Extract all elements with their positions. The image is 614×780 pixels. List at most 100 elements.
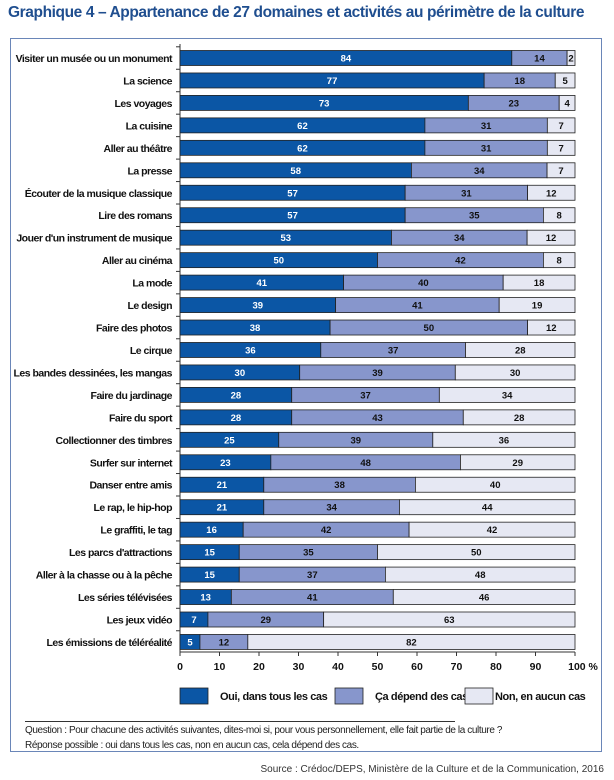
data-label: 19 [532,301,543,312]
data-label: 34 [454,233,465,244]
legend-label: Ça dépend des cas [375,691,468,703]
x-tick-label: 70 [451,661,463,673]
bar-segment [454,364,576,381]
x-tick-label: 80 [490,661,502,673]
category-label: Les bandes dessinées, les mangas [13,367,172,379]
category-label: La cuisine [126,120,173,132]
data-label: 21 [217,480,228,491]
bar-segment [408,521,576,538]
bar-segment [566,50,576,66]
data-label: 35 [303,548,314,559]
data-label: 41 [307,593,318,604]
data-label: 30 [235,368,246,379]
bar-segment [462,409,576,426]
data-label: 36 [245,345,256,356]
category-label: Aller à la chasse ou à la pêche [36,570,173,582]
answers-note: Réponse possible : oui dans tous les cas… [25,740,359,751]
bar-segment [546,117,576,134]
data-label: 14 [534,54,545,65]
data-label: 48 [475,570,486,581]
data-label: 82 [406,637,417,648]
legend-swatch [334,687,364,705]
data-label: 50 [424,323,435,334]
category-label: La science [123,75,172,87]
data-label: 57 [287,211,298,222]
category-label: Jouer d'un instrument de musique [16,233,172,245]
data-label: 40 [490,480,501,491]
data-label: 30 [510,368,521,379]
data-label: 18 [534,278,545,289]
data-label: 44 [482,503,493,514]
category-label: Lire des romans [98,210,172,222]
data-label: 12 [546,233,557,244]
category-label: Les parcs d'attractions [69,547,173,559]
data-label: 62 [297,121,308,132]
category-label: Les voyages [114,98,172,110]
x-tick-label: 30 [293,661,305,673]
x-tick-label: 20 [253,661,265,673]
data-label: 8 [557,256,562,267]
bar-segment [554,72,576,89]
bar-segment [432,431,576,448]
bar-segment [460,454,576,471]
data-label: 8 [557,211,562,222]
data-label: 15 [204,570,215,581]
bar-segment [247,634,576,650]
category-label: Faire du sport [109,412,173,424]
data-label: 12 [546,323,557,334]
divider [25,721,455,722]
bar-segment [323,611,576,628]
legend-swatch [464,687,494,705]
data-label: 34 [502,390,513,401]
data-label: 13 [200,593,211,604]
data-label: 34 [474,166,485,177]
data-label: 37 [307,570,318,581]
x-tick-label: 60 [411,661,423,673]
data-label: 38 [250,323,261,334]
category-label: Le graffiti, le tag [100,525,172,537]
data-label: 50 [471,548,482,559]
data-label: 63 [444,615,455,626]
category-label: Écouter de la musique classique [25,187,173,200]
category-label: La presse [127,165,172,177]
data-label: 39 [372,368,383,379]
category-label: Visiter un musée ou un monument [16,53,173,65]
data-label: 50 [273,256,284,267]
data-label: 39 [253,301,264,312]
bar-segment [392,589,576,605]
category-label: Les séries télévisées [78,592,173,604]
data-label: 34 [326,503,337,514]
category-label: Collectionner des timbres [56,435,173,447]
data-label: 7 [559,143,564,154]
data-label: 31 [481,121,492,132]
bar-segment [502,274,576,291]
data-label: 28 [515,345,526,356]
data-label: 37 [360,390,371,401]
bar-segment [546,162,576,179]
category-label: Faire du jardinage [91,390,173,402]
data-label: 18 [514,76,525,87]
data-label: 39 [350,435,361,446]
category-label: Le rap, le hip-hop [93,502,172,514]
x-tick-label: 40 [332,661,344,673]
data-label: 84 [341,54,352,65]
bar-segment [498,297,576,313]
bar-segment [527,184,576,201]
bar-segment [543,252,576,269]
bar-segment [527,319,576,336]
data-label: 28 [231,413,242,424]
data-label: 77 [327,76,338,87]
category-label: Danser entre amis [89,480,172,492]
data-label: 37 [388,345,399,356]
category-label: Aller au théâtre [104,143,173,155]
data-label: 28 [231,390,242,401]
chart-title: Graphique 4 – Appartenance de 27 domaine… [8,4,585,21]
x-tick-label: 90 [530,661,542,673]
data-label: 42 [455,256,466,267]
data-label: 38 [334,480,345,491]
data-label: 53 [280,233,291,244]
data-label: 21 [217,503,228,514]
data-label: 36 [499,435,510,446]
data-label: 7 [559,121,564,132]
chart-frame [10,38,602,752]
